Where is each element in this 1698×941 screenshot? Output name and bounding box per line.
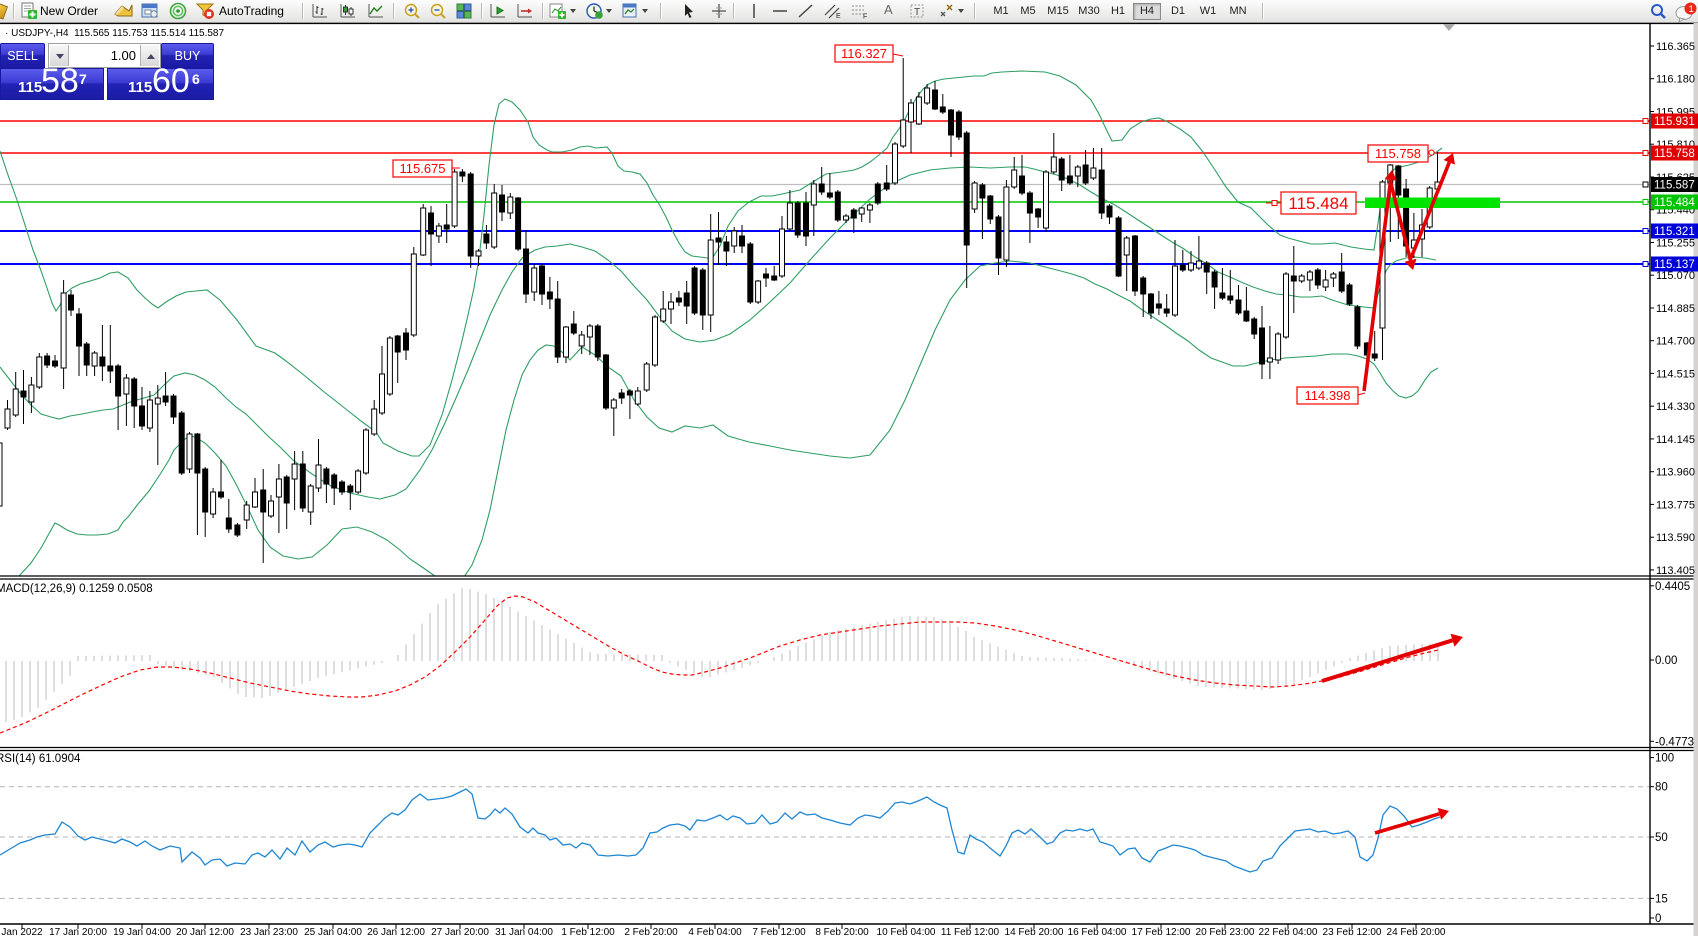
svg-text:20 Feb 23:00: 20 Feb 23:00 [1196, 927, 1255, 936]
svg-text:115.758: 115.758 [1375, 146, 1421, 161]
svg-text:19 Jan 04:00: 19 Jan 04:00 [113, 927, 171, 936]
svg-text:E: E [836, 13, 841, 20]
svg-text:11 Feb 12:00: 11 Feb 12:00 [941, 927, 1000, 936]
svg-text:113.775: 113.775 [1656, 499, 1695, 511]
svg-text:115.758: 115.758 [1654, 148, 1695, 160]
svg-text:114.398: 114.398 [1304, 388, 1350, 403]
svg-text:RSI(14) 61.0904: RSI(14) 61.0904 [0, 753, 81, 765]
svg-text:80: 80 [1655, 782, 1668, 794]
svg-text:0: 0 [1655, 913, 1661, 925]
svg-text:114.700: 114.700 [1656, 336, 1695, 348]
svg-text:14 Feb 20:00: 14 Feb 20:00 [1005, 927, 1064, 936]
svg-text:15: 15 [1655, 893, 1668, 905]
svg-text:26 Jan 12:00: 26 Jan 12:00 [367, 927, 425, 936]
svg-text:22 Feb 04:00: 22 Feb 04:00 [1259, 927, 1318, 936]
svg-text:115.675: 115.675 [399, 161, 445, 176]
svg-text:113.960: 113.960 [1656, 467, 1695, 479]
svg-text:115.484: 115.484 [1654, 197, 1695, 209]
svg-text:T: T [914, 7, 920, 18]
svg-text:7 Feb 12:00: 7 Feb 12:00 [752, 927, 806, 936]
svg-text:17 Jan 20:00: 17 Jan 20:00 [49, 927, 107, 936]
svg-text:23 Jan 23:00: 23 Jan 23:00 [240, 927, 298, 936]
svg-text:24 Feb 20:00: 24 Feb 20:00 [1387, 927, 1446, 936]
svg-text:50: 50 [1655, 832, 1668, 844]
svg-text:25 Jan 04:00: 25 Jan 04:00 [304, 927, 362, 936]
svg-text:10 Feb 04:00: 10 Feb 04:00 [877, 927, 936, 936]
svg-text:115.137: 115.137 [1654, 259, 1695, 271]
svg-text:113.405: 113.405 [1656, 565, 1695, 577]
svg-text:23 Feb 12:00: 23 Feb 12:00 [1323, 927, 1382, 936]
svg-text:114.515: 114.515 [1656, 368, 1695, 380]
svg-text:Jan 2022: Jan 2022 [1, 927, 43, 936]
svg-text:114.330: 114.330 [1656, 401, 1695, 413]
svg-text:114.145: 114.145 [1656, 434, 1695, 446]
svg-text:16 Feb 04:00: 16 Feb 04:00 [1068, 927, 1127, 936]
svg-text:116.365: 116.365 [1656, 41, 1695, 53]
svg-text:0.00: 0.00 [1655, 655, 1677, 667]
svg-text:0.4405: 0.4405 [1655, 581, 1690, 593]
svg-text:115.931: 115.931 [1654, 116, 1695, 128]
svg-text:114.885: 114.885 [1656, 303, 1695, 315]
svg-text:115.321: 115.321 [1654, 226, 1695, 238]
svg-text:115.484: 115.484 [1288, 194, 1348, 213]
svg-text:2 Feb 20:00: 2 Feb 20:00 [624, 927, 678, 936]
svg-text:100: 100 [1655, 753, 1674, 765]
svg-text:20 Jan 12:00: 20 Jan 12:00 [176, 927, 234, 936]
svg-text:116.180: 116.180 [1656, 74, 1695, 86]
svg-text:115.070: 115.070 [1656, 270, 1695, 282]
svg-text:MACD(12,26,9) 0.1259 0.0508: MACD(12,26,9) 0.1259 0.0508 [0, 583, 153, 595]
svg-text:116.327: 116.327 [841, 46, 887, 61]
svg-text:F: F [863, 14, 867, 21]
svg-text:8 Feb 20:00: 8 Feb 20:00 [815, 927, 869, 936]
svg-text:115.587: 115.587 [1654, 180, 1695, 192]
svg-text:27 Jan 20:00: 27 Jan 20:00 [431, 927, 489, 936]
svg-text:1: 1 [1689, 4, 1694, 15]
svg-text:4 Feb 04:00: 4 Feb 04:00 [688, 927, 742, 936]
svg-text:-0.4773: -0.4773 [1655, 736, 1694, 748]
svg-text:17 Feb 12:00: 17 Feb 12:00 [1132, 927, 1191, 936]
svg-text:115.255: 115.255 [1656, 238, 1695, 250]
svg-text:31 Jan 04:00: 31 Jan 04:00 [495, 927, 553, 936]
svg-text:1 Feb 12:00: 1 Feb 12:00 [561, 927, 615, 936]
svg-text:113.590: 113.590 [1656, 532, 1695, 544]
